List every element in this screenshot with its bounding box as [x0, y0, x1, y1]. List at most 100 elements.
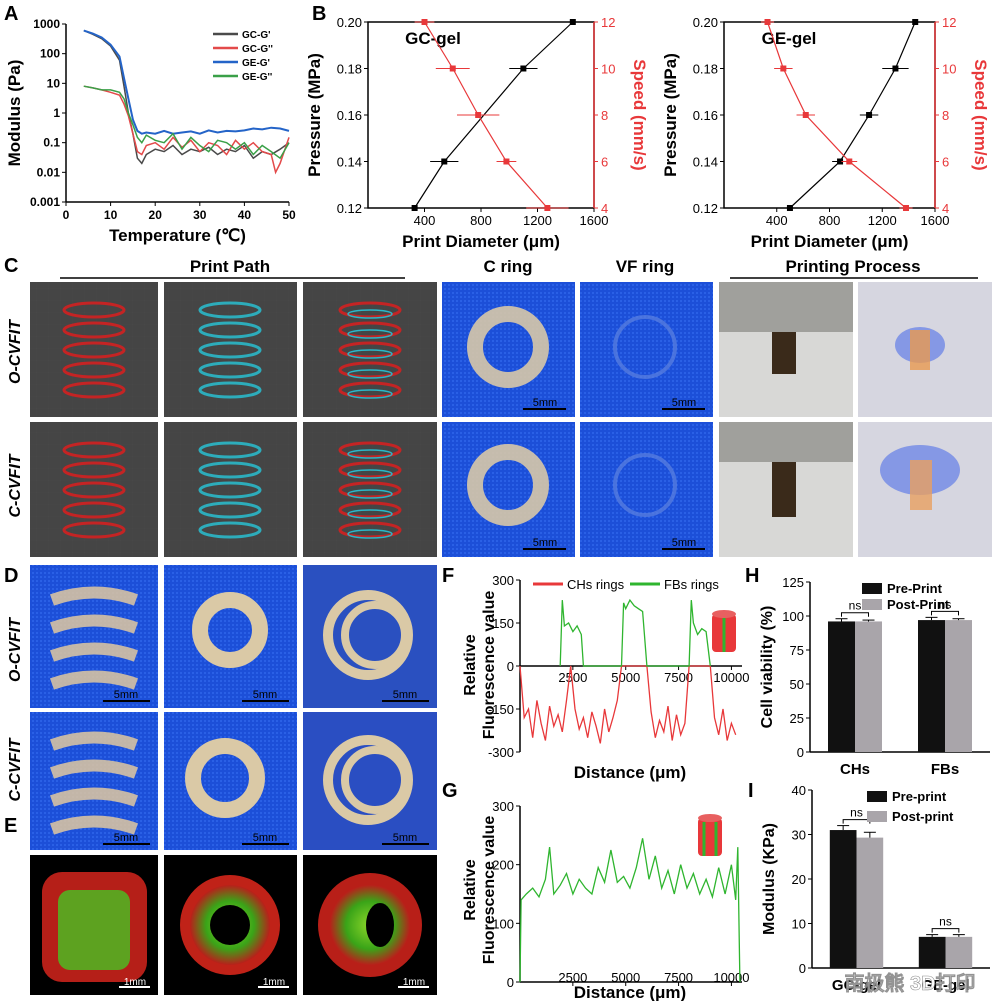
f-ytick: 150	[492, 616, 514, 631]
panel-label-h: H	[745, 565, 759, 587]
b-ytick: 0.16	[693, 108, 718, 123]
coil-ring	[62, 381, 126, 399]
h-ytick: 75	[790, 643, 804, 658]
f-xtick: 10000	[713, 670, 749, 685]
a-ylabel: Modulus (Pa)	[5, 60, 24, 167]
c-row-label-c: C-CVFIT	[7, 453, 24, 517]
h-legend-label: Pre-Print	[887, 581, 943, 596]
b-speed-point	[780, 65, 787, 72]
coil-ring	[198, 361, 262, 379]
b-xtick: 400	[414, 213, 436, 228]
g-ytick: 100	[492, 916, 514, 931]
b-pressure-point	[912, 19, 919, 25]
a-xtick: 0	[63, 208, 70, 222]
coil-ring	[198, 461, 262, 479]
coil-ring	[338, 461, 402, 479]
b-title: GC-gel	[405, 29, 461, 48]
a-legend-label: GE-G'	[242, 58, 270, 69]
a-xtick: 30	[193, 208, 207, 222]
coil-ring	[338, 381, 402, 399]
coil-ring-inner	[347, 329, 393, 339]
b-ytick: 0.20	[693, 15, 718, 30]
a-xtick: 40	[238, 208, 252, 222]
b-y2tick: 6	[942, 155, 949, 170]
b-pressure-point	[441, 158, 448, 165]
g-ylabel-2: Fluorescence value	[481, 816, 498, 965]
a-xlabel: Temperature (℃)	[109, 226, 246, 245]
h-ytick: 100	[782, 609, 804, 624]
i-legend-swatch	[867, 811, 887, 822]
coil-ring	[62, 481, 126, 499]
panel-label-f: F	[442, 565, 454, 587]
b-ytick: 0.12	[693, 201, 718, 216]
b-speed-point	[544, 205, 551, 211]
d-images	[30, 565, 437, 850]
h-bar	[855, 621, 882, 752]
coil-ring	[62, 501, 126, 519]
b-y2label: Speed (mm/s)	[971, 59, 990, 170]
f-ylabel-2: Fluorescence value	[481, 591, 498, 740]
b-xtick: 1600	[921, 213, 950, 228]
b-y2tick: 4	[601, 201, 608, 216]
watermark: 南极熊 3D打印	[844, 971, 975, 995]
i-sig-label: ns	[939, 915, 952, 929]
f-ytick: -300	[488, 745, 514, 760]
b-xtick: 1200	[523, 213, 552, 228]
g-cylinder-icon	[698, 818, 722, 856]
f-xtick: 7500	[664, 670, 693, 685]
b-ylabel: Pressure (MPa)	[661, 53, 680, 177]
coil-ring-inner	[347, 369, 393, 379]
a-xtick: 20	[149, 208, 163, 222]
heading-printing-process: Printing Process	[785, 257, 920, 276]
i-ylabel: Modulus (KPa)	[761, 823, 778, 935]
c-scale-2: 5mm	[672, 397, 696, 409]
coil-ring	[338, 341, 402, 359]
b-speed-point	[902, 205, 909, 211]
e-scale-1: 1mm	[124, 977, 146, 988]
g-xtick: 5000	[611, 970, 640, 985]
b-y2tick: 12	[942, 15, 956, 30]
coil-ring	[198, 301, 262, 319]
f-series-fbs	[559, 598, 711, 667]
b-speed-point	[802, 112, 809, 118]
coil-ring	[338, 361, 402, 379]
coil-ring	[62, 461, 126, 479]
b-xtick: 800	[470, 213, 492, 228]
a-xtick: 50	[282, 208, 296, 222]
f-ytick: -150	[488, 702, 514, 717]
b-xlabel: Print Diameter (μm)	[402, 232, 560, 251]
a-ytick: 0.01	[37, 165, 61, 179]
b-y2tick: 10	[942, 62, 956, 77]
b-y2tick: 10	[601, 62, 615, 77]
b-xtick: 800	[819, 213, 841, 228]
heading-vf-ring: VF ring	[616, 257, 675, 276]
coil-ring	[62, 521, 126, 539]
b-speed-point	[764, 19, 771, 25]
b-pressure-point	[892, 65, 899, 72]
c-scale-1: 5mm	[533, 397, 557, 409]
coil-ring	[338, 301, 402, 319]
b-xlabel: Print Diameter (μm)	[751, 232, 909, 251]
panel-label-c: C	[4, 255, 18, 277]
e-scale-2: 1mm	[263, 977, 285, 988]
h-bar	[828, 621, 855, 752]
h-sig-label: ns	[849, 599, 862, 613]
g-ylabel-1: Relative	[462, 859, 479, 920]
c-scale-3: 5mm	[533, 537, 557, 549]
h-category: CHs	[840, 761, 870, 778]
b-speed-point	[449, 65, 456, 72]
g-xtick: 2500	[558, 970, 587, 985]
c-scale-4: 5mm	[672, 537, 696, 549]
i-bar	[829, 830, 857, 968]
g-xtick: 7500	[664, 970, 693, 985]
b-pressure-point	[411, 205, 418, 211]
coil-ring-inner	[347, 509, 393, 519]
h-ytick: 125	[782, 575, 804, 590]
h-legend-swatch	[862, 583, 882, 594]
h-sig-bracket	[931, 610, 959, 616]
coil-ring	[338, 481, 402, 499]
coil-ring	[198, 381, 262, 399]
b-pressure-point	[866, 112, 873, 118]
